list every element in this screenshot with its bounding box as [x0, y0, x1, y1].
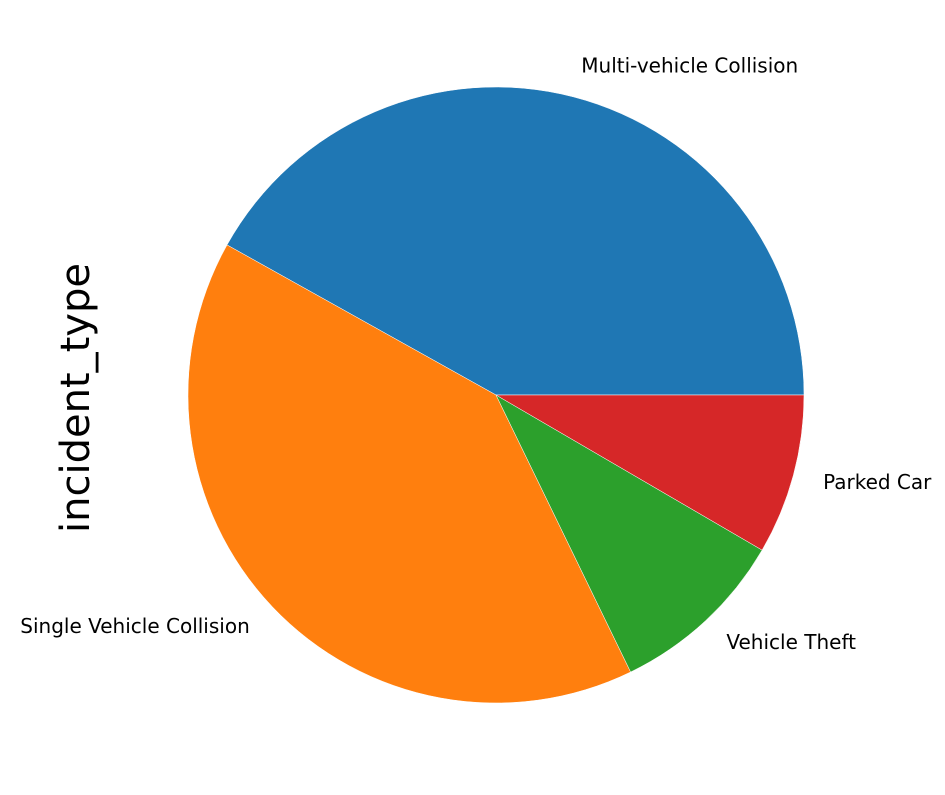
y-axis-label: incident_type	[53, 263, 99, 533]
pie-label-multi-vehicle-collision: Multi-vehicle Collision	[581, 54, 798, 78]
pie-label-parked-car: Parked Car	[823, 470, 932, 494]
pie-slice-single-vehicle-collision	[187, 244, 631, 704]
pie-slices	[187, 86, 805, 704]
pie-slice-parked-car	[495, 394, 805, 551]
pie-slice-labels: Multi-vehicle Collision Single Vehicle Co…	[20, 54, 932, 654]
pie-label-vehicle-theft: Vehicle Theft	[726, 630, 856, 654]
pie-label-single-vehicle-collision: Single Vehicle Collision	[20, 614, 249, 638]
pie-slice-multi-vehicle-collision	[226, 86, 805, 396]
pie-slice-vehicle-theft	[495, 394, 763, 673]
